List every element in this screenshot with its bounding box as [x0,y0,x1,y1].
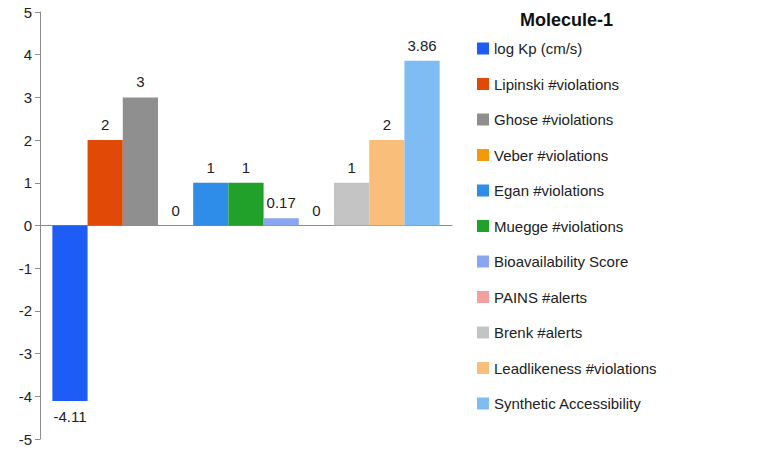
svg-text:0.17: 0.17 [267,194,296,211]
svg-text:2: 2 [101,116,109,133]
svg-text:Brenk #alerts: Brenk #alerts [494,324,582,341]
svg-text:1: 1 [24,174,32,191]
svg-text:3: 3 [24,89,32,106]
svg-text:Ghose #violations: Ghose #violations [494,111,613,128]
svg-text:Lipinski #violations: Lipinski #violations [494,76,619,93]
svg-text:1: 1 [347,159,355,176]
svg-text:1: 1 [242,159,250,176]
svg-text:0: 0 [312,202,320,219]
svg-text:5: 5 [24,4,32,21]
svg-text:-3: -3 [19,345,32,362]
svg-text:2: 2 [24,132,32,149]
svg-text:3.86: 3.86 [407,37,436,54]
svg-text:PAINS #alerts: PAINS #alerts [494,289,587,306]
svg-text:Muegge #violations: Muegge #violations [494,218,623,235]
svg-text:Bioavailability Score: Bioavailability Score [494,253,628,270]
svg-text:3: 3 [136,73,144,90]
svg-text:log Kp (cm/s): log Kp (cm/s) [494,40,582,57]
svg-text:Synthetic Accessibility: Synthetic Accessibility [494,395,641,412]
svg-text:Leadlikeness #violations: Leadlikeness #violations [494,360,657,377]
svg-text:Egan #violations: Egan #violations [494,182,604,199]
svg-text:-2: -2 [19,302,32,319]
svg-text:-5: -5 [19,431,32,448]
svg-text:-1: -1 [19,260,32,277]
svg-text:1: 1 [207,159,215,176]
svg-text:0: 0 [171,202,179,219]
svg-text:0: 0 [24,217,32,234]
svg-text:2: 2 [383,116,391,133]
svg-text:4: 4 [24,46,32,63]
svg-text:-4.11: -4.11 [53,408,86,425]
svg-text:Veber #violations: Veber #violations [494,147,608,164]
svg-text:-4: -4 [19,388,32,405]
svg-text:Molecule-1: Molecule-1 [520,10,613,30]
